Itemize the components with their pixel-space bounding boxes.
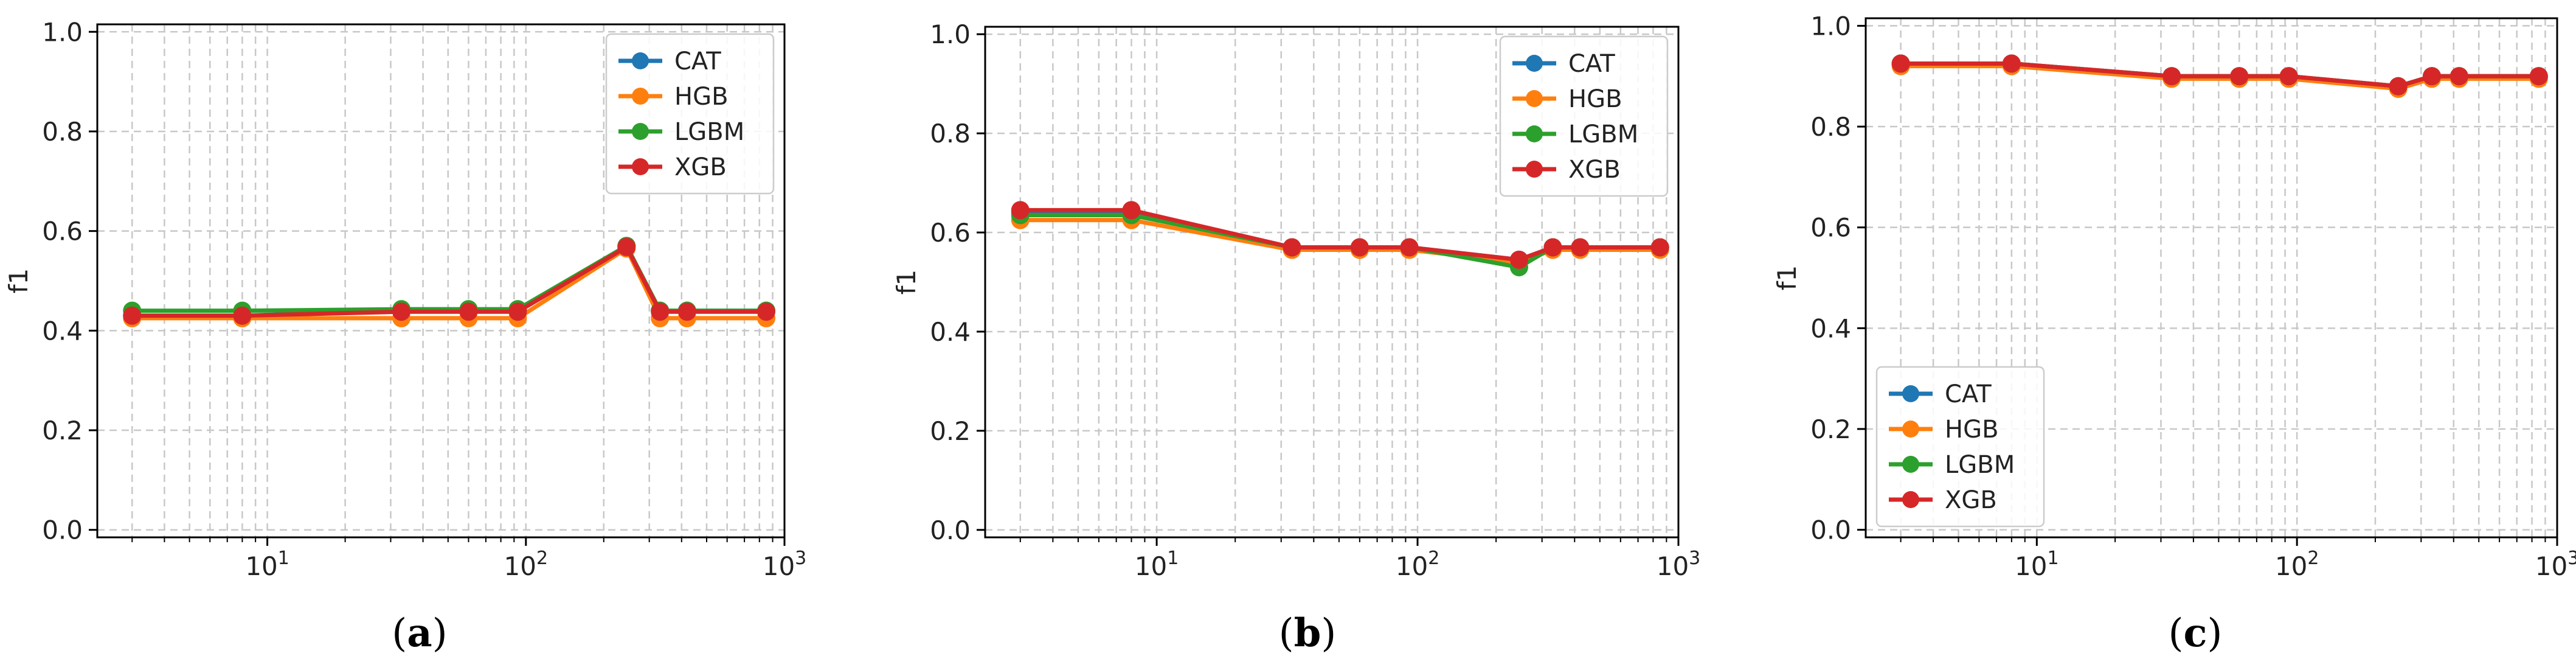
legend-label: HGB [1945, 416, 1999, 444]
legend-label: XGB [674, 153, 727, 181]
data-point-xgb [2162, 67, 2181, 86]
chart-panel-b: 0.0 0.2 0.4 0.6 0.8 1.0 101 102 103 f1 CAT HGB LGBM X… [892, 19, 1700, 656]
data-point-xgb [1891, 54, 1910, 73]
x-tick-label: 102 [1396, 548, 1440, 581]
data-point-xgb [233, 306, 252, 325]
data-point-xgb [617, 237, 636, 256]
y-tick-label: 0.6 [1810, 213, 1851, 243]
data-point-xgb [1122, 201, 1141, 220]
legend: CAT HGB LGBM XGB [1875, 366, 2045, 528]
legend-label: CAT [1568, 50, 1615, 78]
legend-swatch-marker [1902, 491, 1919, 508]
data-point-xgb [508, 302, 527, 321]
chart-panel-c: 0.0 0.2 0.4 0.6 0.8 1.0 101 102 103 f1 CAT HGB LGBM X… [1772, 11, 2576, 656]
legend-label: LGBM [1945, 451, 2015, 479]
data-point-xgb [1400, 238, 1419, 257]
data-point-xgb [1283, 238, 1301, 257]
data-point-xgb [1509, 250, 1528, 269]
legend-swatch-marker [632, 158, 649, 175]
x-tick-label: 102 [504, 548, 549, 581]
legend-label: CAT [1945, 380, 1992, 408]
panel-caption: (c) [2169, 610, 2223, 656]
x-tick-label: 102 [2275, 548, 2319, 581]
chart-panel-a: 0.0 0.2 0.4 0.6 0.8 1.0 101 102 103 f1 CAT HGB LGBM X… [4, 17, 806, 656]
legend-box [1499, 35, 1669, 197]
data-point-xgb [1011, 201, 1030, 220]
panel-caption: (b) [1279, 610, 1337, 656]
legend: CAT HGB LGBM XGB [1499, 35, 1669, 197]
data-point-xgb [2389, 77, 2408, 96]
legend-swatch-marker [1902, 420, 1919, 438]
x-tick-label: 103 [1657, 548, 1701, 581]
x-tick-label: 101 [2015, 548, 2059, 581]
data-point-xgb [2279, 67, 2298, 86]
legend-swatch-marker [632, 52, 649, 69]
panel-caption: (a) [392, 610, 447, 656]
data-point-xgb [459, 302, 478, 321]
data-point-xgb [1650, 238, 1669, 257]
legend-box [1875, 366, 2045, 528]
x-tick-label: 103 [763, 548, 807, 581]
y-tick-label: 0.0 [930, 515, 971, 545]
legend-label: XGB [1945, 486, 1997, 514]
y-tick-label: 0.8 [1810, 112, 1851, 142]
legend-label: CAT [674, 47, 721, 75]
y-tick-label: 0.6 [930, 218, 971, 248]
y-tick-label: 0.2 [42, 416, 83, 445]
legend: CAT HGB LGBM XGB [605, 33, 775, 195]
legend-swatch-marker [1902, 456, 1919, 473]
legend-label: XGB [1568, 156, 1621, 184]
legend-swatch-marker [1526, 90, 1543, 107]
legend-swatch-marker [632, 88, 649, 105]
x-tick-label: 103 [2535, 548, 2576, 581]
data-point-xgb [1571, 238, 1590, 257]
legend-label: HGB [1568, 85, 1622, 113]
data-point-xgb [677, 302, 696, 321]
legend-label: HGB [674, 83, 729, 111]
x-tick-label: 101 [1135, 548, 1179, 581]
y-tick-label: 0.0 [42, 515, 83, 545]
x-tick-label: 101 [245, 548, 289, 581]
data-point-xgb [2002, 54, 2021, 73]
data-point-xgb [757, 302, 775, 321]
legend-swatch-marker [1526, 161, 1543, 178]
y-tick-label: 0.4 [1810, 313, 1851, 343]
legend-swatch-marker [1526, 55, 1543, 72]
plot-frame [984, 26, 1680, 539]
y-axis-label: f1 [4, 268, 33, 294]
legend-label: LGBM [674, 118, 744, 146]
data-point-xgb [392, 302, 411, 321]
y-tick-label: 0.8 [42, 117, 83, 147]
data-point-xgb [2230, 67, 2249, 86]
y-tick-label: 1.0 [930, 19, 971, 49]
y-tick-label: 0.8 [930, 119, 971, 148]
legend-swatch-marker [632, 123, 649, 140]
plot-frame [1864, 17, 2558, 539]
y-axis-label: f1 [1772, 265, 1802, 291]
y-tick-label: 1.0 [1810, 11, 1851, 41]
data-point-xgb [1543, 238, 1562, 257]
data-point-xgb [651, 302, 670, 321]
data-point-xgb [2423, 67, 2442, 86]
y-tick-label: 0.0 [1810, 515, 1851, 545]
data-point-xgb [2450, 67, 2468, 86]
data-point-xgb [123, 306, 142, 325]
y-tick-label: 0.4 [42, 316, 83, 346]
y-tick-label: 0.6 [42, 217, 83, 246]
legend-label: LGBM [1568, 120, 1638, 148]
data-point-xgb [2529, 67, 2548, 86]
plot-frame [96, 23, 786, 539]
y-tick-label: 0.4 [930, 317, 971, 347]
legend-box [605, 33, 775, 195]
legend-swatch-marker [1526, 125, 1543, 142]
y-axis-label: f1 [892, 270, 921, 295]
legend-swatch-marker [1902, 385, 1919, 402]
y-tick-label: 1.0 [42, 17, 83, 47]
y-tick-label: 0.2 [930, 416, 971, 446]
data-point-xgb [1350, 238, 1369, 257]
y-tick-label: 0.2 [1810, 414, 1851, 444]
